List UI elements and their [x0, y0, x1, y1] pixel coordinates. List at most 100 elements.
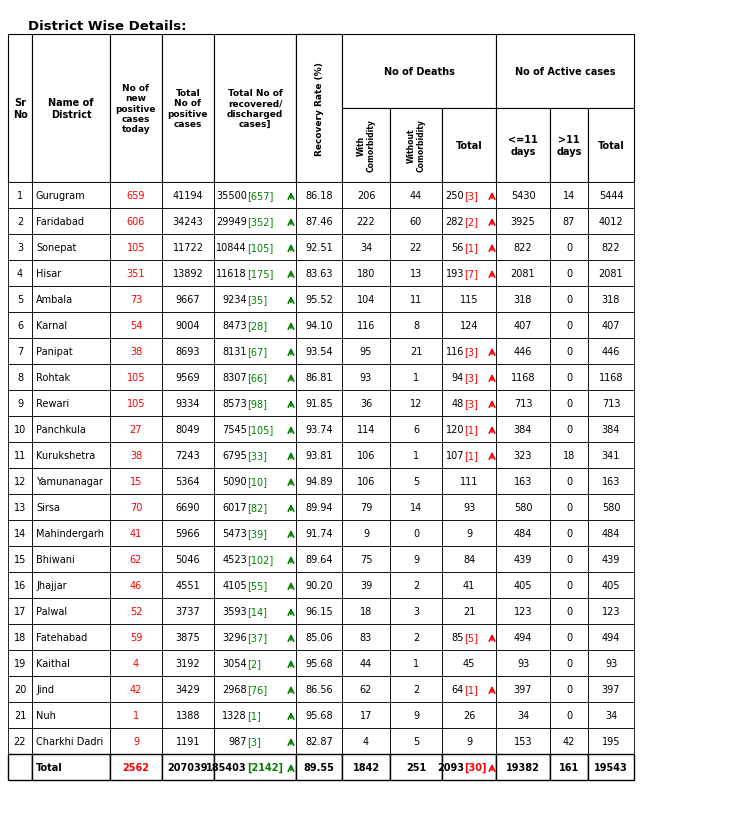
Text: [7]: [7] [464, 269, 478, 278]
Bar [296, 495, 342, 520]
Text: 2081: 2081 [511, 269, 535, 278]
Text: Jind: Jind [36, 684, 54, 695]
Text: 9334: 9334 [176, 399, 200, 409]
Text: Yamunanagar: Yamunanagar [36, 477, 103, 486]
Bar [296, 650, 342, 676]
Text: 3875: 3875 [176, 632, 201, 642]
Text: 2: 2 [413, 684, 419, 695]
Bar [162, 495, 214, 520]
Text: 2: 2 [413, 581, 419, 590]
Text: 8: 8 [17, 373, 23, 382]
Bar [390, 183, 442, 209]
Bar [496, 391, 550, 417]
Bar [496, 754, 550, 780]
Bar [162, 702, 214, 728]
Text: 8573: 8573 [222, 399, 247, 409]
Bar [162, 235, 214, 260]
Text: 0: 0 [566, 373, 572, 382]
Bar [342, 260, 390, 287]
Text: 1842: 1842 [353, 762, 379, 772]
Text: 1: 1 [413, 450, 419, 460]
Text: 116: 116 [356, 320, 375, 331]
Bar [342, 468, 390, 495]
Bar [588, 364, 634, 391]
Bar [214, 702, 296, 728]
Text: 16: 16 [14, 581, 26, 590]
Bar [496, 702, 550, 728]
Text: Without
Comorbidity: Without Comorbidity [407, 120, 426, 172]
Bar [442, 109, 496, 183]
Bar [342, 209, 390, 235]
Bar [588, 338, 634, 364]
Text: No of
new
positive
cases
today: No of new positive cases today [116, 84, 156, 134]
Bar [32, 754, 110, 780]
Bar [32, 546, 110, 572]
Text: 606: 606 [127, 217, 145, 227]
Bar [442, 495, 496, 520]
Bar [110, 676, 162, 702]
Text: 193: 193 [446, 269, 464, 278]
Bar [390, 546, 442, 572]
Bar [296, 624, 342, 650]
Bar [162, 728, 214, 754]
Text: 351: 351 [127, 269, 145, 278]
Bar [162, 35, 214, 183]
Bar [342, 650, 390, 676]
Text: Faridabad: Faridabad [36, 217, 84, 227]
Bar [296, 35, 342, 183]
Text: 29949: 29949 [216, 217, 247, 227]
Text: 92.51: 92.51 [305, 242, 333, 253]
Text: 5966: 5966 [176, 528, 200, 538]
Text: 9: 9 [466, 528, 472, 538]
Bar [550, 702, 588, 728]
Bar [496, 183, 550, 209]
Text: 95.68: 95.68 [306, 658, 333, 668]
Text: 2: 2 [17, 217, 23, 227]
Text: Total No of
recovered/
discharged
cases]: Total No of recovered/ discharged cases] [227, 88, 283, 129]
Text: Total
No of
positive
cases: Total No of positive cases [168, 88, 208, 129]
Bar [8, 35, 32, 183]
Text: 7: 7 [17, 346, 23, 356]
Text: 85: 85 [452, 632, 464, 642]
Text: 104: 104 [356, 295, 375, 305]
Text: 38: 38 [130, 450, 142, 460]
Bar [342, 364, 390, 391]
Bar [214, 35, 296, 183]
Bar [214, 183, 296, 209]
Text: 0: 0 [566, 320, 572, 331]
Text: 1: 1 [413, 658, 419, 668]
Bar [296, 391, 342, 417]
Bar [8, 624, 32, 650]
Text: 180: 180 [356, 269, 375, 278]
Text: 0: 0 [566, 684, 572, 695]
Bar [550, 468, 588, 495]
Text: 405: 405 [601, 581, 620, 590]
Text: 11722: 11722 [173, 242, 204, 253]
Text: 75: 75 [359, 554, 372, 564]
Text: 10844: 10844 [216, 242, 247, 253]
Bar [110, 520, 162, 546]
Text: 580: 580 [514, 502, 532, 513]
Bar [214, 624, 296, 650]
Bar [550, 676, 588, 702]
Text: 1168: 1168 [599, 373, 624, 382]
Bar [390, 520, 442, 546]
Text: [1]: [1] [464, 242, 478, 253]
Text: 116: 116 [446, 346, 464, 356]
Text: 41: 41 [463, 581, 475, 590]
Bar [390, 109, 442, 183]
Bar [214, 209, 296, 235]
Text: [105]: [105] [247, 242, 273, 253]
Bar [162, 391, 214, 417]
Bar [214, 442, 296, 468]
Bar [390, 209, 442, 235]
Text: [37]: [37] [247, 632, 267, 642]
Text: Ambala: Ambala [36, 295, 73, 305]
Text: 0: 0 [566, 269, 572, 278]
Text: 0: 0 [566, 632, 572, 642]
Text: [3]: [3] [464, 373, 478, 382]
Bar [550, 209, 588, 235]
Bar [550, 260, 588, 287]
Text: 86.18: 86.18 [306, 191, 333, 201]
Bar [110, 235, 162, 260]
